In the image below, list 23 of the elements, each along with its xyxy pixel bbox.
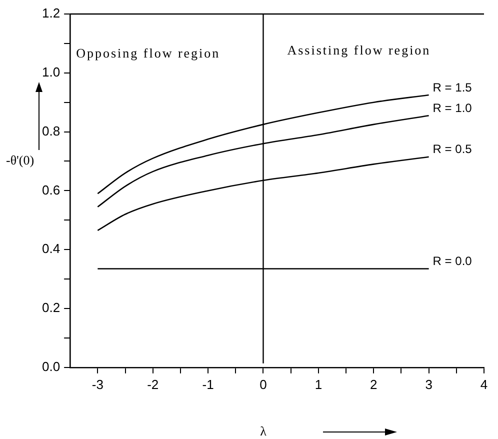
series-label: R = 1.5 (432, 80, 472, 94)
y-tick-label: 0.0 (42, 358, 60, 374)
y-tick-label: 1.0 (42, 64, 60, 80)
x-tick-label: -3 (92, 376, 104, 392)
series-label: R = 0.0 (432, 254, 472, 268)
x-tick-label: -2 (147, 376, 159, 392)
y-tick-label: 0.6 (42, 182, 60, 198)
x-tick-label: 1 (314, 376, 322, 392)
x-tick-label: -1 (202, 376, 214, 392)
y-tick-label: 0.4 (42, 241, 60, 256)
x-tick-label: 0 (260, 376, 267, 392)
x-tick-label: 4 (480, 376, 488, 392)
annotation: Opposing flow region (76, 45, 220, 60)
series-label: R = 0.5 (432, 142, 472, 156)
x-tick-label: 3 (425, 376, 432, 392)
y-axis-title: -θ'(0) (6, 152, 34, 168)
y-tick-label: 0.8 (42, 123, 60, 138)
x-axis-title: λ (260, 423, 268, 438)
annotation: Assisting flow region (287, 42, 431, 58)
x-tick-label: 2 (370, 376, 378, 392)
y-tick-label: 1.2 (42, 6, 60, 21)
series-label: R = 1.0 (432, 100, 472, 115)
y-tick-label: 0.2 (42, 300, 60, 316)
